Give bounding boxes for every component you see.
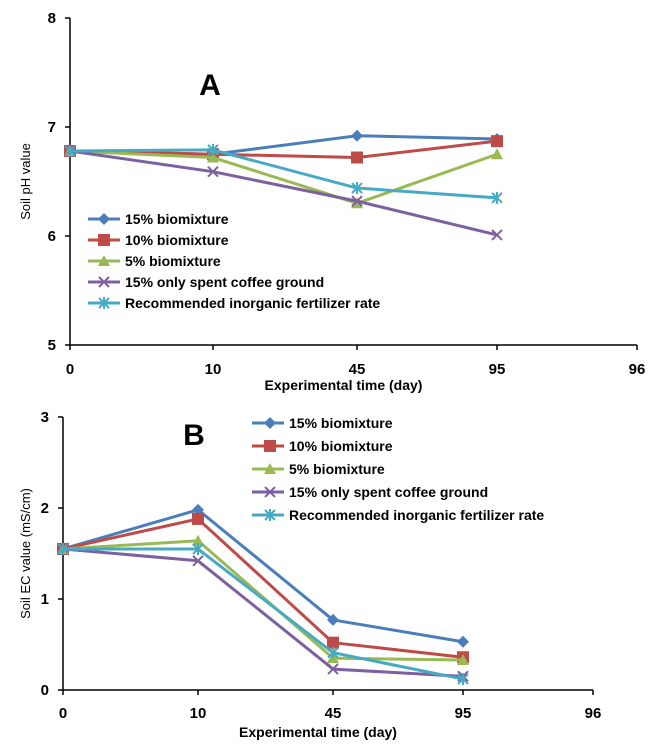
series-line bbox=[69, 149, 498, 237]
y-tick-label: 3 bbox=[41, 409, 49, 426]
legend: 15% biomixture 10% biomixture 5% biomixtur… bbox=[88, 211, 380, 311]
data-point bbox=[351, 151, 363, 164]
y-tick-label: 2 bbox=[41, 500, 49, 517]
chart-panel-b: 0 1 2 3 0 10 45 95 96 Experimental time (day) Soil… bbox=[18, 409, 601, 740]
data-point bbox=[192, 503, 204, 516]
data-point bbox=[192, 534, 204, 546]
data-point bbox=[351, 195, 363, 207]
legend-label: 15% only spent coffee ground bbox=[125, 274, 324, 290]
data-point bbox=[327, 646, 339, 659]
series-5 bbox=[57, 542, 469, 686]
legend-item: 10% biomixture bbox=[88, 232, 229, 248]
x-tick-label: 96 bbox=[585, 705, 602, 722]
legend-marker bbox=[264, 440, 276, 452]
x-tick-label: 95 bbox=[489, 361, 506, 378]
legend-marker bbox=[264, 509, 276, 521]
legend-item: 15% biomixture bbox=[252, 415, 393, 431]
data-point bbox=[64, 144, 76, 157]
legend-label: 5% biomixture bbox=[125, 253, 221, 269]
legend-marker bbox=[98, 255, 110, 266]
legend-label: 15% only spent coffee ground bbox=[289, 484, 488, 500]
legend-item: 15% only spent coffee ground bbox=[252, 484, 488, 500]
legend-marker bbox=[264, 463, 276, 474]
series-line bbox=[62, 517, 464, 659]
legend-marker bbox=[98, 297, 110, 309]
legend-marker bbox=[98, 276, 110, 288]
series-line bbox=[62, 508, 464, 644]
data-point bbox=[351, 197, 363, 209]
legend-item: 10% biomixture bbox=[252, 438, 393, 454]
series-1 bbox=[57, 503, 469, 648]
legend-item: 5% biomixture bbox=[252, 461, 385, 477]
legend-label: 15% biomixture bbox=[125, 211, 229, 227]
legend-item: Recommended inorganic fertilizer rate bbox=[88, 295, 380, 311]
x-axis-title: Experimental time (day) bbox=[239, 724, 397, 740]
data-point bbox=[351, 182, 363, 195]
legend-label: 5% biomixture bbox=[289, 461, 385, 477]
y-tick-label: 5 bbox=[48, 337, 56, 354]
legend-label: 10% biomixture bbox=[289, 438, 393, 454]
data-point bbox=[327, 613, 339, 626]
data-point bbox=[192, 555, 204, 567]
series-2 bbox=[57, 512, 469, 664]
y-tick-label: 1 bbox=[41, 591, 49, 608]
y-tick-label: 8 bbox=[48, 10, 56, 27]
data-point bbox=[491, 229, 503, 241]
data-point bbox=[491, 191, 503, 204]
chart-panel-a: 5 6 7 8 0 10 45 95 96 Experimental time (day) Soil… bbox=[18, 10, 645, 393]
series-line bbox=[62, 547, 464, 678]
series-line bbox=[69, 149, 498, 205]
legend-marker bbox=[98, 213, 110, 225]
panel-label: A bbox=[199, 69, 221, 102]
legend-marker bbox=[264, 417, 276, 429]
data-point bbox=[457, 673, 469, 686]
y-tick-label: 0 bbox=[41, 682, 49, 699]
data-point bbox=[207, 143, 219, 156]
x-tick-label: 0 bbox=[66, 361, 74, 378]
data-point bbox=[57, 542, 69, 555]
x-tick-label: 10 bbox=[190, 705, 207, 722]
x-tick-label: 45 bbox=[349, 361, 366, 378]
legend-label: 10% biomixture bbox=[125, 232, 229, 248]
x-tick-label: 10 bbox=[205, 361, 222, 378]
x-tick-label: 95 bbox=[455, 705, 472, 722]
legend-label: Recommended inorganic fertilizer rate bbox=[289, 507, 544, 523]
legend-item: Recommended inorganic fertilizer rate bbox=[252, 507, 544, 523]
legend: 15% biomixture 10% biomixture 5% biomixtur… bbox=[252, 415, 544, 523]
panel-label: B bbox=[183, 419, 205, 452]
series-5 bbox=[64, 143, 503, 204]
x-tick-label: 0 bbox=[59, 705, 67, 722]
y-tick-label: 7 bbox=[48, 119, 56, 136]
data-point bbox=[491, 148, 503, 160]
legend-item: 5% biomixture bbox=[88, 253, 221, 269]
y-axis-title: Soil pH value bbox=[18, 143, 33, 220]
data-point bbox=[192, 542, 204, 555]
legend-item: 15% only spent coffee ground bbox=[88, 274, 324, 290]
data-point bbox=[192, 512, 204, 525]
legend-label: Recommended inorganic fertilizer rate bbox=[125, 295, 380, 311]
data-point bbox=[327, 663, 339, 675]
series-line bbox=[63, 547, 464, 681]
data-point bbox=[207, 165, 219, 178]
data-point bbox=[351, 129, 363, 142]
data-point bbox=[457, 635, 469, 648]
legend-marker bbox=[98, 234, 110, 246]
data-point bbox=[327, 636, 339, 649]
legend-label: 15% biomixture bbox=[289, 415, 393, 431]
x-tick-label: 96 bbox=[629, 361, 646, 378]
y-tick-label: 6 bbox=[48, 228, 56, 245]
x-axis-title: Experimental time (day) bbox=[265, 377, 423, 393]
y-axis-title: Soil EC value (mS/cm) bbox=[18, 488, 33, 619]
data-point bbox=[207, 151, 219, 163]
series-line bbox=[69, 139, 498, 160]
legend-marker bbox=[264, 486, 276, 498]
x-tick-label: 45 bbox=[325, 705, 342, 722]
data-point bbox=[491, 135, 503, 148]
series-line bbox=[69, 148, 498, 200]
data-point bbox=[457, 653, 469, 665]
legend-item: 15% biomixture bbox=[88, 211, 229, 227]
